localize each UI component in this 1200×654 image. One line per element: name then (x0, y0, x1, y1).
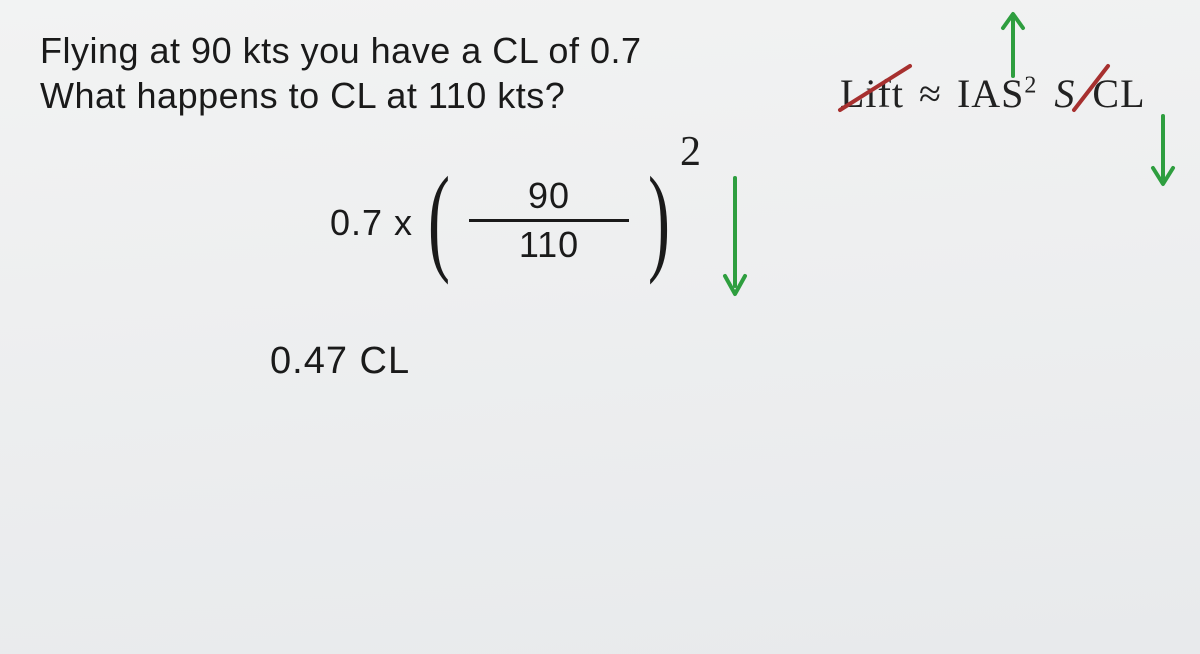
arrow-down-right-icon (1148, 110, 1178, 190)
arrow-down-center-icon (720, 170, 750, 300)
question-line-1: Flying at 90 kts you have a CL of 0.7 (40, 28, 642, 73)
hw-lift: Lift (840, 71, 904, 116)
hw-cl: CL (1092, 71, 1145, 116)
fraction-numerator: 90 (518, 173, 580, 219)
exponent-handwritten: 2 (680, 128, 701, 176)
hw-approx: ≈ (919, 71, 942, 116)
question-block: Flying at 90 kts you have a CL of 0.7 Wh… (40, 28, 642, 118)
fraction-denominator: 110 (509, 222, 589, 268)
formula-block: 0.7 x ( 90 110 ) (330, 175, 679, 270)
question-line-2: What happens to CL at 110 kts? (40, 73, 642, 118)
result-text: 0.47 CL (270, 340, 410, 383)
hw-ias-exp: 2 (1024, 73, 1037, 99)
handwritten-equation: Lift ≈ IAS2 S CL (840, 70, 1146, 117)
fraction: 90 110 (469, 173, 629, 268)
formula-coefficient: 0.7 x (330, 202, 413, 244)
arrow-up-icon (998, 8, 1028, 78)
hw-ias: IAS (957, 71, 1024, 116)
hw-s: S (1054, 71, 1075, 116)
